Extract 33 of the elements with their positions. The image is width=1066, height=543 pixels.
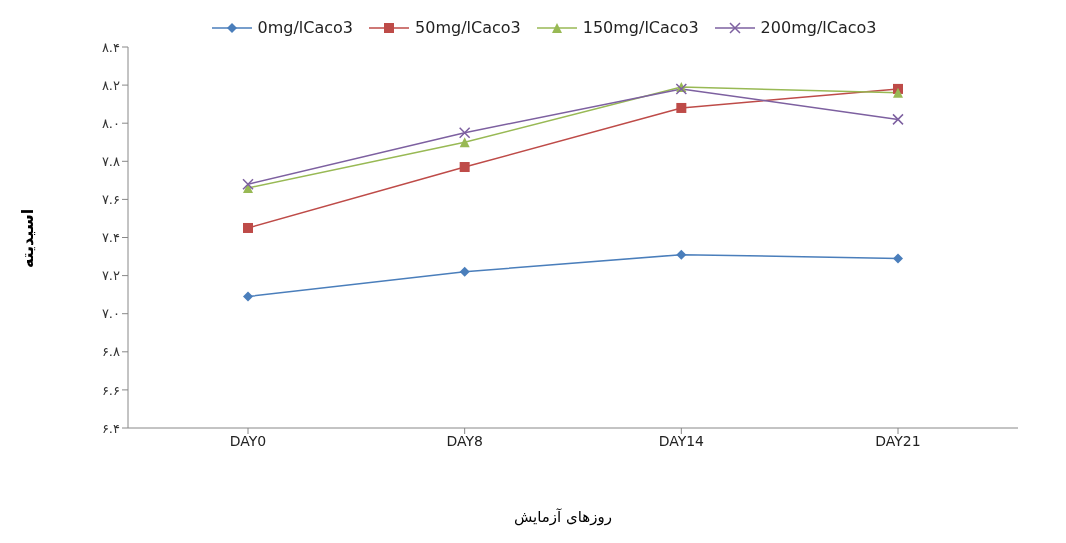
legend-label: 200mg/lCaco3 [759, 18, 877, 37]
point [676, 102, 687, 113]
y-tick-label: ۷.۲ [101, 268, 121, 284]
point [893, 87, 903, 98]
x-tick-label: DAY14 [658, 432, 705, 449]
y-tick-label: ۸.۴ [101, 39, 121, 55]
legend-label: 150mg/lCaco3 [581, 18, 699, 37]
y-tick-label: ۷.۸ [101, 153, 121, 169]
point [242, 178, 254, 190]
point [459, 162, 470, 173]
y-tick-label: ۸.۰ [101, 115, 120, 131]
y-tick-label: ۸.۲ [101, 77, 121, 93]
y-tick-label: ۷.۴ [101, 230, 121, 246]
point [243, 291, 253, 302]
point [243, 222, 253, 233]
point [892, 113, 904, 126]
point [458, 126, 471, 139]
y-tick-label: ۶.۶ [101, 382, 120, 398]
point [893, 253, 903, 264]
x-axis-title: روزهای آزمایش [512, 508, 613, 526]
y-axis-title: اسیدیته [18, 208, 38, 268]
x-tick-label: DAY0 [229, 432, 267, 449]
point [459, 266, 470, 277]
x-tick-label: DAY21 [875, 432, 921, 449]
y-tick-label: ۷.۶ [101, 192, 120, 208]
legend-label: 0mg/lCaco3 [256, 18, 354, 37]
point [676, 249, 687, 260]
y-tick-label: ۶.۴ [101, 420, 121, 436]
point [459, 137, 470, 148]
x-tick-label: DAY8 [446, 432, 483, 449]
y-tick-label: ۷.۰ [101, 306, 120, 322]
legend-label: 50mg/lCaco3 [414, 18, 521, 37]
y-tick-label: ۶.۸ [101, 344, 121, 360]
